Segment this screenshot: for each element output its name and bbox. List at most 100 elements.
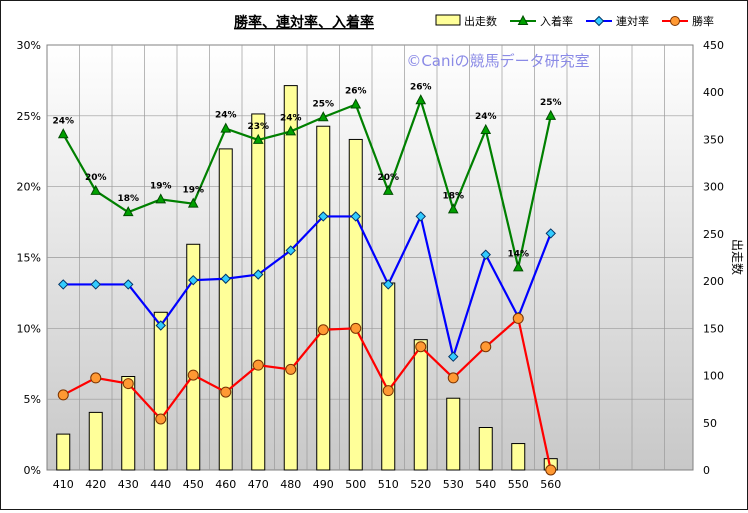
data-label-410: 24%	[52, 116, 74, 126]
legend-marker	[670, 16, 680, 26]
left-tick-label: 0%	[24, 464, 41, 477]
data-label-500: 26%	[345, 87, 367, 97]
triangle-point-450	[187, 197, 199, 208]
x-tick-label: 520	[410, 478, 431, 491]
circle-point-520	[415, 341, 427, 353]
circle-point-420	[90, 372, 102, 384]
diamond-point-420	[90, 279, 101, 290]
x-tick-label: 490	[313, 478, 334, 491]
x-tick-label: 430	[118, 478, 139, 491]
data-label-430: 18%	[117, 194, 139, 204]
bar-430	[121, 376, 136, 471]
legend: 出走数 入着率 連対率 勝率	[435, 14, 714, 28]
triangle-point-500	[350, 98, 362, 109]
circle-point-490	[317, 324, 329, 336]
triangle-point-470	[252, 133, 264, 144]
data-label-420: 20%	[85, 173, 107, 183]
left-tick-label: 5%	[24, 393, 41, 406]
right-tick-label: 300	[703, 181, 724, 194]
triangle-point-480	[285, 125, 297, 136]
legend-item-diamond: 連対率	[586, 14, 649, 28]
bar-520	[413, 339, 428, 471]
triangle-point-410	[57, 128, 69, 139]
right-tick-label: 400	[703, 86, 724, 99]
x-tick-label: 540	[475, 478, 496, 491]
watermark: ©Caniの競馬データ研究室	[406, 52, 589, 70]
diamond-point-540	[480, 249, 491, 260]
circle-point-500	[350, 322, 362, 334]
diamond-point-530	[448, 351, 459, 362]
triangle-point-430	[122, 206, 134, 217]
x-tick-label: 510	[378, 478, 399, 491]
bar-470	[251, 113, 266, 471]
triangle-point-530	[447, 203, 459, 214]
left-tick-label: 10%	[17, 322, 41, 335]
bar-440	[153, 311, 168, 471]
circle-point-470	[252, 359, 264, 371]
legend-marker	[593, 15, 605, 27]
triangle-point-550	[512, 261, 524, 272]
data-label-450: 19%	[182, 186, 204, 196]
diamond-point-430	[123, 279, 134, 290]
circle-point-540	[480, 341, 492, 353]
left-tick-label: 25%	[17, 110, 41, 123]
right-tick-label: 150	[703, 322, 724, 335]
bar-550	[511, 443, 526, 471]
data-label-550: 14%	[507, 249, 529, 259]
diamond-point-490	[318, 211, 329, 222]
bar-480	[283, 85, 298, 471]
right-tick-label: 50	[703, 417, 717, 430]
data-label-490: 25%	[312, 99, 334, 109]
legend-label: 勝率	[692, 14, 714, 28]
bar-540	[478, 427, 493, 471]
x-tick-label: 440	[150, 478, 171, 491]
diamond-point-510	[383, 279, 394, 290]
triangle-point-420	[90, 184, 102, 195]
legend-item-triangle: 入着率	[510, 14, 573, 28]
line-circle	[62, 316, 552, 471]
legend-label: 連対率	[616, 14, 649, 28]
data-label-540: 24%	[475, 112, 497, 122]
diamond-point-460	[220, 273, 231, 284]
x-tick-label: 530	[443, 478, 464, 491]
circle-point-450	[187, 369, 199, 381]
legend-swatch	[435, 14, 461, 26]
data-label-530: 18%	[442, 191, 464, 201]
diamond-point-440	[155, 320, 166, 331]
line-series	[57, 94, 557, 476]
chart-title: 勝率、連対率、入着率	[234, 14, 374, 31]
bar-500	[348, 138, 363, 471]
grid-lines	[47, 45, 693, 470]
triangle-point-490	[317, 111, 329, 122]
x-tick-label: 560	[540, 478, 561, 491]
diamond-point-450	[188, 274, 199, 286]
x-tick-label: 450	[183, 478, 204, 491]
circle-point-560	[545, 464, 557, 476]
data-label-520: 26%	[410, 82, 432, 92]
legend-label: 出走数	[464, 14, 497, 28]
data-label-470: 23%	[247, 122, 269, 132]
data-label-560: 25%	[540, 98, 562, 108]
data-label-480: 24%	[280, 113, 302, 123]
bar-420	[88, 411, 103, 471]
x-tick-label: 420	[85, 478, 106, 491]
circle-point-530	[447, 372, 459, 384]
bar-490	[316, 125, 331, 471]
triangle-point-540	[480, 123, 492, 134]
circle-point-460	[220, 386, 232, 398]
diamond-point-470	[253, 269, 264, 280]
data-labels: 24% 20% 18% 19% 19% 24% 23% 24% 25% 26% 20% 26% 18% 2…	[52, 82, 561, 259]
circle-point-430	[122, 378, 134, 390]
right-axis-title: 出走数	[730, 239, 745, 275]
triangle-point-560	[545, 109, 557, 120]
left-tick-label: 15%	[17, 252, 41, 265]
legend-marker	[517, 14, 529, 25]
line-diamond	[63, 213, 552, 361]
data-label-440: 19%	[150, 181, 172, 191]
diamond-point-410	[58, 279, 69, 290]
circle-point-550	[512, 312, 524, 324]
legend-label: 入着率	[540, 14, 573, 28]
x-tick-label: 470	[248, 478, 269, 491]
x-tick-label: 550	[508, 478, 529, 491]
